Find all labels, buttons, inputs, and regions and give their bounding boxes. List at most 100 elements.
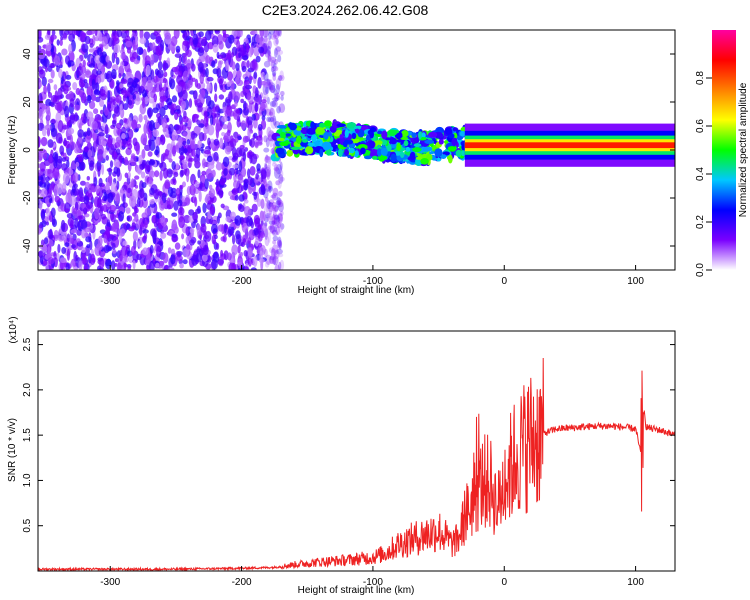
spectrogram-noise-cell — [276, 221, 281, 229]
spectrogram-noise-cell — [94, 207, 100, 220]
spectrogram-noise-cell — [97, 165, 101, 178]
spectrogram-noise-cell — [207, 200, 214, 205]
spectrogram-noise-cell — [169, 78, 176, 90]
spectrogram-noise-cell — [270, 194, 277, 199]
spectrogram-noise-cell — [164, 32, 172, 40]
spectrogram-noise-cell — [197, 61, 204, 73]
spectrogram-noise-cell — [269, 228, 275, 235]
spectrogram-noise-cell — [45, 176, 50, 182]
spectrogram-noise-cell — [102, 150, 107, 159]
spectrogram-noise-cell — [235, 30, 242, 37]
spectrogram-noise-cell — [47, 82, 51, 94]
spectrogram-noise-cell — [60, 36, 64, 41]
spectrogram-noise-cell — [262, 210, 266, 222]
snr-panel: -300 -200 -100 0 100 0.5 1.0 1.5 2.0 2.5 Height … — [7, 316, 676, 596]
spectrogram-noise-cell — [45, 98, 52, 107]
spectrogram-noise-cell — [264, 222, 268, 227]
spectrogram-noise-cell — [215, 178, 220, 188]
spectrogram-noise-cell — [69, 134, 73, 146]
spectrogram-noise-cell — [230, 52, 235, 58]
spectrogram-noise-cell — [266, 201, 273, 210]
spectrogram-noise-cell — [240, 241, 245, 247]
spectrogram-signal-cell — [290, 146, 301, 150]
spectrogram-noise-cell — [86, 127, 91, 137]
spectrogram-noise-cell — [271, 213, 276, 225]
spectrogram-noise-cell — [202, 254, 208, 262]
spectrogram-noise-cell — [175, 187, 181, 197]
spectrogram-noise-cell — [69, 233, 73, 243]
spectrogram-noise-cell — [64, 208, 70, 213]
spectrogram-noise-cell — [46, 109, 51, 120]
spectrogram-noise-cell — [201, 158, 207, 169]
spectrogram-noise-cell — [236, 39, 241, 50]
spectrogram-noise-cell — [125, 244, 130, 249]
spectrogram-signal-cell — [447, 154, 453, 164]
spectrogram-noise-cell — [132, 39, 136, 48]
spectrogram-x-axis: -300 -200 -100 0 100 — [100, 265, 644, 287]
spectrogram-noise-cell — [198, 31, 204, 38]
spectrogram-signal-cell — [337, 148, 343, 157]
spectrogram-noise-cell — [84, 82, 89, 89]
spectrogram-noise-cell — [106, 219, 111, 227]
spectrogram-noise-cell — [163, 71, 168, 78]
spectrogram-noise-cell — [61, 182, 67, 193]
spectrogram-noise-cell — [89, 240, 93, 251]
spectrogram-y-tick-label: -40 — [22, 238, 33, 253]
spectrogram-noise-cell — [198, 132, 205, 142]
spectrogram-noise-cell — [276, 49, 284, 56]
spectrogram-noise-cell — [62, 125, 69, 130]
spectrogram-noise-cell — [83, 207, 88, 215]
spectrogram-noise-cell — [59, 39, 63, 46]
spectrogram-noise-cell — [54, 195, 61, 203]
spectrogram-noise-cell — [166, 98, 173, 106]
spectrogram-noise-cell — [278, 173, 284, 184]
spectrogram-noise-cell — [269, 84, 276, 94]
spectrogram-noise-cell — [214, 30, 220, 33]
spectrogram-noise-cell — [67, 193, 72, 204]
spectrogram-noise-cell — [279, 169, 284, 179]
spectrogram-noise-cell — [266, 79, 272, 85]
spectrogram-noise-cell — [177, 137, 183, 149]
spectrogram-noise-cell — [113, 43, 121, 54]
spectrogram-noise-cell — [212, 43, 219, 53]
spectrogram-noise-cell — [263, 78, 270, 89]
spectrogram-noise-cell — [45, 66, 48, 73]
spectrogram-noise-cell — [246, 215, 253, 227]
spectrogram-noise-cell — [253, 71, 258, 79]
spectrogram-noise-cell — [114, 142, 120, 149]
spectrogram-signal-cell — [302, 152, 307, 156]
spectrogram-noise-cell — [275, 78, 282, 90]
spectrogram-noise-cell — [238, 204, 245, 213]
spectrogram-noise-cell — [197, 240, 201, 245]
spectrogram-signal-cell — [351, 138, 360, 144]
spectrogram-noise-cell — [167, 247, 172, 254]
spectrogram-noise-cell — [39, 200, 43, 211]
spectrogram-noise-cell — [39, 182, 47, 188]
spectrogram-noise-cell — [74, 147, 81, 154]
spectrogram-noise-cell — [242, 135, 249, 143]
spectrogram-noise-cell — [139, 30, 144, 40]
spectrogram-noise-cell — [158, 162, 163, 168]
spectrogram-noise-cell — [87, 95, 92, 104]
spectrogram-noise-cell — [81, 247, 86, 254]
spectrogram-noise-cell — [171, 234, 179, 242]
spectrogram-noise-cell — [182, 196, 186, 201]
spectrogram-noise-cell — [271, 59, 275, 69]
spectrogram-xlabel: Height of straight line (km) — [298, 285, 415, 296]
spectrogram-noise-cell — [247, 127, 251, 140]
spectrogram-noise-cell — [225, 98, 231, 104]
spectrogram-signal-cell — [390, 153, 397, 163]
spectrogram-noise-cell — [69, 112, 76, 124]
spectrogram-noise-cell — [93, 108, 99, 115]
spectrogram-noise-cell — [267, 180, 273, 190]
spectrogram-noise-cell — [94, 55, 102, 64]
spectrogram-noise-cell — [273, 214, 280, 227]
spectrogram-noise-cell — [93, 89, 101, 96]
spectrogram-noise-cell — [246, 42, 250, 54]
spectrogram-noise-cell — [127, 77, 134, 86]
spectrogram-noise-cell — [237, 175, 244, 184]
spectrogram-noise-cell — [162, 77, 167, 84]
spectrogram-noise-cell — [215, 123, 221, 133]
spectrogram-noise-cell — [67, 217, 75, 227]
